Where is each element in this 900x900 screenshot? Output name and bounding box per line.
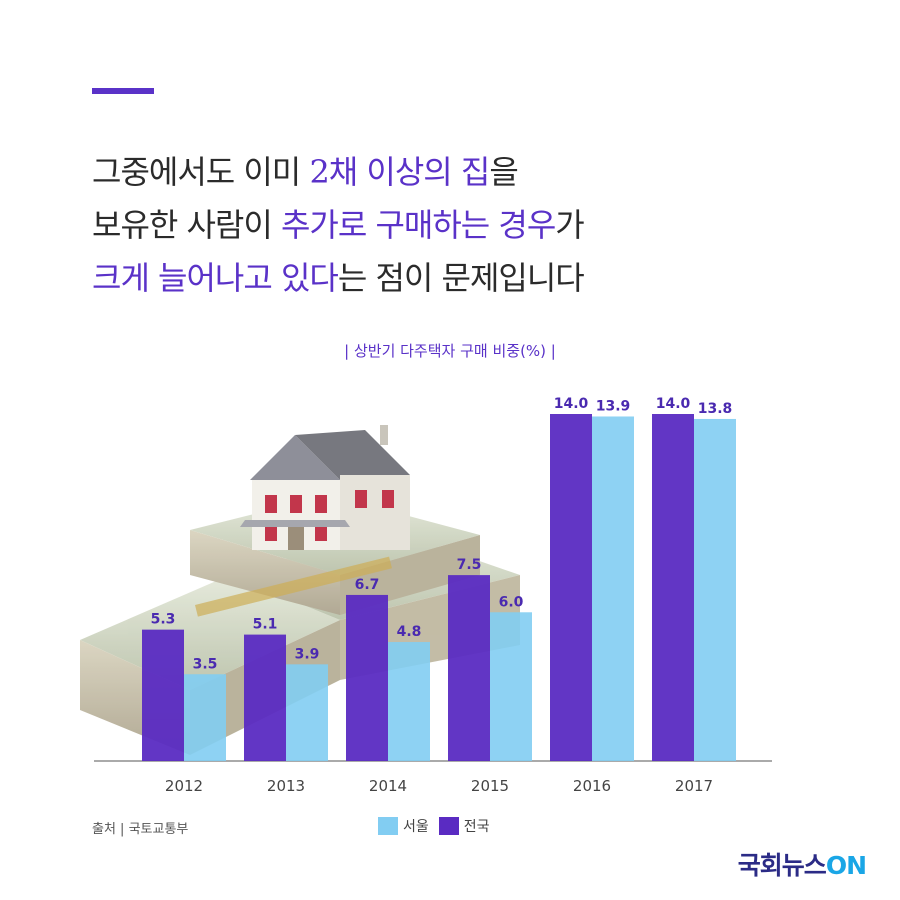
bar-seoul-2013 <box>286 664 328 761</box>
line2-segment-2: 가 <box>555 206 584 244</box>
line2-segment-1: 추가로 구매하는 경우 <box>280 206 556 244</box>
bar-seoul-2012 <box>184 674 226 761</box>
line1-segment-2: 을 <box>489 153 518 191</box>
legend: 서울 전국 <box>378 816 500 836</box>
x-tick-label-2012: 2012 <box>165 777 203 795</box>
legend-swatch-seoul <box>378 817 398 835</box>
bar-national-2013 <box>244 634 286 761</box>
bar-national-2014 <box>346 594 388 761</box>
value-label-seoul-2017: 13.8 <box>698 401 733 417</box>
bar-seoul-2016 <box>592 416 634 761</box>
value-label-seoul-2012: 3.5 <box>193 656 218 672</box>
bar-seoul-2015 <box>490 612 532 761</box>
legend-item-national: 전국 <box>438 816 490 836</box>
legend-label-seoul: 서울 <box>403 819 429 835</box>
value-label-national-2013: 5.1 <box>253 617 278 633</box>
source-note: 출처 | 국토교통부 <box>92 822 189 837</box>
line3-segment-0: 크게 늘어나고 있다 <box>92 259 339 297</box>
headline-line-1: 그중에서도 이미 2채 이상의 집을 <box>92 146 852 199</box>
line1-segment-0: 그중에서도 이미 <box>92 153 310 191</box>
x-tick-label-2017: 2017 <box>675 777 713 795</box>
headline-line-2: 보유한 사람이 추가로 구매하는 경우가 <box>92 199 852 252</box>
bar-seoul-2017 <box>694 418 736 761</box>
line3-segment-1: 는 점이 문제입니다 <box>337 259 585 297</box>
legend-item-seoul: 서울 <box>378 816 429 836</box>
brand-name: 국회뉴스 <box>737 851 827 880</box>
value-label-national-2012: 5.3 <box>151 612 176 628</box>
brand-suffix: ON <box>825 851 867 880</box>
brand-logo: 국회뉴스ON <box>737 846 867 882</box>
bar-national-2015 <box>448 575 490 761</box>
value-label-national-2016: 14.0 <box>554 396 589 412</box>
value-label-national-2015: 7.5 <box>457 557 482 573</box>
bar-national-2016 <box>550 414 592 761</box>
bar-national-2012 <box>142 629 184 761</box>
value-label-national-2014: 6.7 <box>355 577 380 593</box>
value-label-seoul-2013: 3.9 <box>295 646 320 662</box>
line2-segment-0: 보유한 사람이 <box>92 206 281 244</box>
value-label-seoul-2014: 4.8 <box>397 624 422 640</box>
x-tick-label-2016: 2016 <box>573 777 611 795</box>
bar-chart: 5.3 3.5 2012 5.1 3.9 2013 6.7 4.8 2014 7.5 6.0 2015… <box>94 396 772 795</box>
value-label-national-2017: 14.0 <box>656 396 691 412</box>
x-tick-label-2015: 2015 <box>471 777 509 795</box>
x-tick-label-2013: 2013 <box>267 777 305 795</box>
bar-national-2017 <box>652 414 694 761</box>
headline: 그중에서도 이미 2채 이상의 집을 보유한 사람이 추가로 구매하는 경우가 … <box>92 146 852 305</box>
legend-label-national: 전국 <box>463 819 490 835</box>
bar-seoul-2014 <box>388 642 430 761</box>
value-label-seoul-2015: 6.0 <box>499 594 524 610</box>
legend-swatch-national <box>438 817 459 835</box>
value-label-seoul-2016: 13.9 <box>596 398 631 414</box>
line1-segment-1: 2채 이상의 집 <box>309 153 490 191</box>
accent-rule <box>92 88 154 94</box>
headline-line-3: 크게 늘어나고 있다는 점이 문제입니다 <box>92 252 852 305</box>
x-tick-label-2014: 2014 <box>369 777 407 795</box>
chart-title: | 상반기 다주택자 구매 비중(%) | <box>344 342 556 360</box>
